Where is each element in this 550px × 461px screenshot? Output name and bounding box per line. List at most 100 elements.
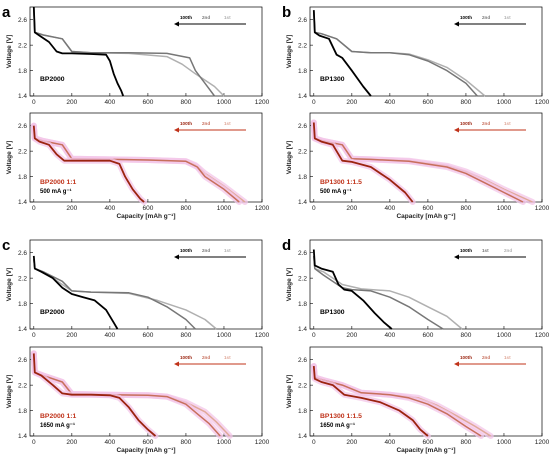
series-line-100th [32, 6, 125, 97]
y-tick-label: 1.8 [298, 408, 307, 415]
x-tick-label: 600 [422, 205, 433, 212]
x-tick-label: 1000 [217, 99, 232, 106]
legend-entry: 1st [482, 248, 489, 253]
sample-label: BP1300 1:1.5 [320, 179, 362, 186]
x-tick-label: 800 [181, 332, 192, 339]
series-line-2nd [33, 6, 216, 97]
legend-arrow-head [174, 21, 179, 27]
y-tick-label: 1.8 [18, 301, 27, 308]
legend-entry: 2nd [202, 248, 210, 253]
y-axis-label: Voltage [V] [6, 268, 13, 301]
legend-arrow-head [454, 361, 459, 367]
legend-entry: 100th [180, 121, 192, 126]
legend-entry: 2nd [482, 355, 490, 360]
plot-4: 1.4 1.8 2.2 2.6 0 200 400 600 800 1000 1200 Voltage… [286, 112, 550, 220]
x-axis-label: Capacity [mAh g⁻¹] [396, 447, 455, 454]
x-tick-label: 600 [422, 99, 433, 106]
x-tick-label: 600 [142, 99, 153, 106]
legend-entry: 1st [504, 355, 511, 360]
x-tick-label: 1000 [497, 99, 512, 106]
legend-arrow-head [454, 254, 459, 260]
x-tick-label: 600 [142, 439, 153, 446]
plot-frame [29, 239, 263, 330]
series-line-2nd [33, 259, 196, 330]
x-tick-label: 800 [461, 205, 472, 212]
y-tick-label: 1.4 [298, 93, 307, 100]
x-tick-label: 600 [422, 439, 433, 446]
x-tick-label: 200 [346, 332, 357, 339]
plot-6: 1.4 1.8 2.2 2.6 0 200 400 600 800 1000 1200 Voltage… [282, 237, 550, 339]
x-tick-label: 1000 [497, 205, 512, 212]
legend-arrow-head [454, 127, 459, 133]
legend-entry: 100th [460, 248, 472, 253]
legend-entry: 1st [224, 121, 231, 126]
x-tick-label: 800 [461, 332, 472, 339]
legend-entry: 1st [224, 15, 231, 20]
x-tick-label: 1200 [255, 332, 270, 339]
x-tick-label: 1200 [255, 205, 270, 212]
rate-label: 1650 mA g⁻¹ [40, 422, 75, 429]
x-tick-label: 200 [346, 99, 357, 106]
y-tick-label: 2.2 [18, 148, 27, 155]
y-axis-label: Voltage [V] [286, 35, 293, 68]
y-tick-label: 1.8 [298, 301, 307, 308]
sample-label: BP1300 1:1.5 [320, 413, 362, 420]
x-tick-label: 1000 [217, 205, 232, 212]
x-tick-label: 1200 [255, 439, 270, 446]
series-line-2nd [313, 255, 463, 330]
x-tick-label: 1200 [535, 439, 550, 446]
x-tick-label: 200 [346, 439, 357, 446]
y-tick-label: 2.2 [18, 382, 27, 389]
x-tick-label: 600 [142, 332, 153, 339]
y-tick-label: 2.6 [18, 123, 27, 130]
sample-label: BP2000 1:1 [40, 413, 76, 420]
series-line-100th [32, 255, 119, 330]
x-tick-label: 400 [104, 99, 115, 106]
x-tick-label: 0 [32, 332, 36, 339]
legend-entry: 100th [460, 355, 472, 360]
x-tick-label: 800 [181, 439, 192, 446]
legend-entry: 2nd [202, 15, 210, 20]
y-tick-label: 1.8 [18, 408, 27, 415]
x-tick-label: 200 [66, 332, 77, 339]
panel-letter: b [282, 4, 291, 21]
legend-entry: 2nd [482, 15, 490, 20]
x-tick-label: 0 [312, 205, 316, 212]
legend-entry: 100th [460, 15, 472, 20]
x-tick-label: 200 [66, 439, 77, 446]
y-axis-label: Voltage [V] [286, 375, 293, 408]
panel-letter: d [282, 237, 291, 254]
x-tick-label: 1200 [255, 99, 270, 106]
legend-entry: 1st [504, 121, 511, 126]
x-tick-label: 800 [181, 99, 192, 106]
x-tick-label: 0 [32, 205, 36, 212]
y-tick-label: 2.6 [298, 17, 307, 24]
series-line-100th [312, 10, 372, 97]
plot-frame [309, 112, 543, 203]
x-tick-label: 0 [32, 439, 36, 446]
plot-1: 1.4 1.8 2.2 2.6 0 200 400 600 800 1000 1200 Voltage… [2, 4, 270, 106]
y-tick-label: 2.6 [298, 123, 307, 130]
plot-frame [309, 239, 543, 330]
x-tick-label: 400 [104, 205, 115, 212]
legend-entry: 2nd [482, 121, 490, 126]
x-tick-label: 600 [142, 205, 153, 212]
y-axis-label: Voltage [V] [286, 268, 293, 301]
plot-2: 1.4 1.8 2.2 2.6 0 200 400 600 800 1000 1200 Voltage… [282, 4, 550, 106]
series-line-1st [313, 255, 444, 330]
x-tick-label: 1200 [535, 205, 550, 212]
sample-label: BP2000 [40, 309, 65, 316]
y-tick-label: 2.2 [298, 382, 307, 389]
x-tick-label: 0 [312, 332, 316, 339]
legend-entry: 2nd [504, 248, 512, 253]
x-tick-label: 800 [461, 99, 472, 106]
series-line-100th [312, 249, 393, 330]
x-tick-label: 200 [346, 205, 357, 212]
plot-frame [29, 346, 263, 437]
legend-entry: 100th [180, 355, 192, 360]
plot-8: 1.4 1.8 2.2 2.6 0 200 400 600 800 1000 1200 Voltage… [286, 346, 550, 454]
y-axis-label: Voltage [V] [6, 35, 13, 68]
x-tick-label: 1200 [535, 99, 550, 106]
x-tick-label: 600 [422, 332, 433, 339]
